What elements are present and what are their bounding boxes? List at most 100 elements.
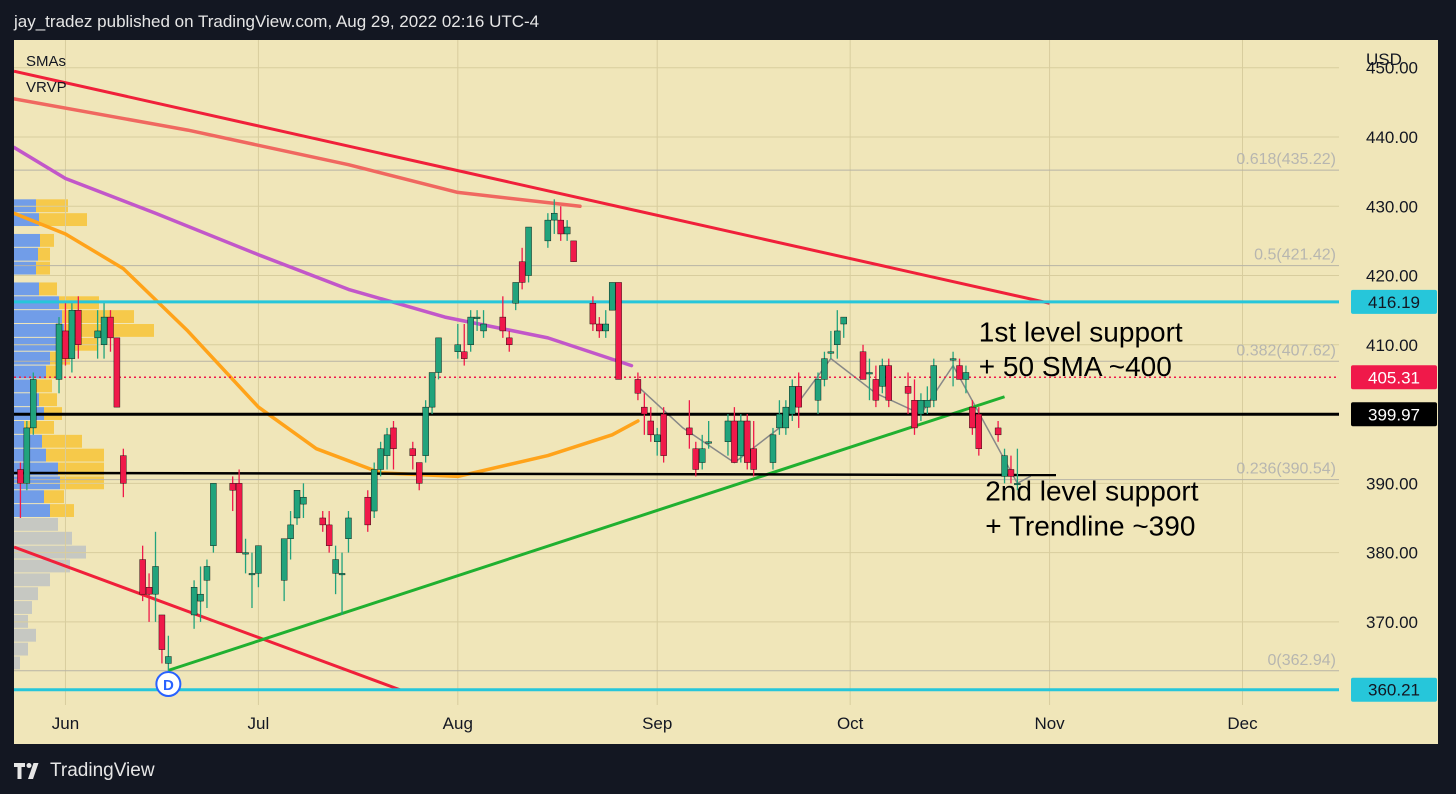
candle-body: [737, 420, 745, 456]
candle-body: [210, 483, 217, 546]
price-chart[interactable]: 0.618(435.22) 0.5(421.42) 0.382(407.62) 0.2…: [14, 40, 1438, 744]
vp-bar-up: [14, 282, 39, 296]
candle-body: [975, 413, 983, 449]
candle-body: [827, 351, 835, 354]
vp-bar-down: [50, 504, 74, 517]
candle-body: [319, 517, 326, 526]
horizontal-levels: [14, 300, 1339, 692]
candle-body: [390, 427, 397, 449]
candles: [17, 199, 1021, 678]
candle-body: [107, 316, 114, 339]
y-tick-label: 450.00: [1366, 59, 1418, 78]
candle-body: [654, 434, 661, 442]
candle-body: [930, 365, 937, 401]
candle-body: [62, 330, 69, 359]
vp-bar-up: [14, 490, 44, 504]
vp-bar-up: [14, 379, 32, 393]
candle-body: [197, 593, 204, 602]
dividend-marker-label: D: [163, 677, 174, 694]
candle-body: [994, 427, 1002, 436]
indicator-sma-label[interactable]: SMAs: [26, 53, 67, 70]
vp-bar-down: [39, 213, 87, 227]
x-tick-label: Oct: [837, 714, 864, 733]
tradingview-logo-icon: [14, 763, 42, 779]
vp-bar-down: [60, 476, 104, 490]
candle-body: [75, 309, 82, 345]
candle-body: [416, 462, 423, 484]
candle-body: [518, 261, 526, 283]
candle-body: [949, 358, 957, 361]
candle-body: [364, 496, 371, 526]
candle-body: [821, 358, 828, 380]
candle-body: [789, 386, 796, 415]
vp-bar-down: [39, 282, 57, 296]
candle-body: [383, 434, 391, 456]
candle-body: [904, 386, 912, 394]
sma-line: [14, 145, 634, 368]
candle-body: [409, 448, 416, 456]
candle-body: [454, 344, 462, 352]
candle-body: [165, 656, 172, 664]
candle-body: [911, 400, 918, 429]
vp-bar-down: [14, 587, 38, 601]
currency-label: USD: [1366, 50, 1402, 69]
candle-body: [840, 316, 847, 325]
trendlines: [14, 69, 1056, 692]
candle-body: [769, 434, 777, 463]
candle-body: [300, 496, 307, 505]
candle-body: [879, 365, 886, 387]
vp-bar-down: [14, 517, 58, 531]
vp-bar-up: [14, 365, 46, 379]
candle-body: [834, 330, 841, 345]
candle-body: [23, 427, 31, 484]
fib-label: 0(362.94): [1268, 652, 1337, 669]
candle-body: [139, 559, 146, 595]
vp-bar-down: [14, 531, 72, 545]
candle-body: [782, 406, 790, 429]
candle-body: [956, 365, 963, 380]
candle-body: [731, 420, 738, 463]
vp-bar-up: [14, 420, 24, 434]
y-tick-label: 420.00: [1366, 267, 1418, 286]
footer-brand[interactable]: TradingView: [14, 758, 155, 784]
candle-body: [686, 427, 693, 436]
publisher-header: jay_tradez published on TradingView.com,…: [14, 12, 540, 31]
candle-body: [544, 219, 552, 242]
candle-body: [229, 483, 236, 491]
vp-bar-down: [46, 448, 104, 462]
candle-body: [94, 330, 101, 339]
trendline: [167, 395, 1006, 672]
candle-body: [705, 441, 712, 444]
annotation-text: + Trendline ~390: [985, 510, 1195, 541]
sma-line: [14, 211, 640, 479]
annotation-text: 2nd level support: [985, 476, 1198, 507]
fib-label: 0.5(421.42): [1254, 247, 1336, 264]
candle-body: [255, 545, 262, 574]
candle-body: [917, 400, 925, 415]
fib-levels: 0.618(435.22) 0.5(421.42) 0.382(407.62) 0.2…: [14, 151, 1339, 672]
vp-bar-down: [36, 261, 50, 275]
trendline: [14, 545, 401, 692]
indicator-vrvp-label[interactable]: VRVP: [26, 79, 67, 96]
candle-body: [100, 316, 108, 345]
price-badge-label: 399.97: [1368, 405, 1420, 424]
candle-body: [287, 524, 294, 539]
candle-body: [152, 566, 159, 595]
candle-body: [596, 323, 603, 332]
candle-body: [1001, 455, 1008, 477]
candle-body: [113, 337, 121, 408]
candle-body: [885, 365, 892, 401]
vp-bar-down: [42, 434, 82, 448]
x-tick-label: Dec: [1227, 714, 1258, 733]
candle-body: [203, 566, 211, 581]
annotations: 1st level support + 50 SMA ~400 2nd level …: [979, 316, 1199, 541]
fib-label: 0.618(435.22): [1236, 151, 1336, 168]
vp-bar-up: [14, 261, 36, 275]
candle-body: [325, 524, 333, 546]
candle-body: [589, 303, 597, 325]
vp-bar-down: [14, 642, 28, 656]
candle-body: [1014, 483, 1021, 486]
candle-body: [435, 337, 442, 373]
candle-body: [962, 372, 970, 380]
candle-body: [557, 219, 564, 235]
